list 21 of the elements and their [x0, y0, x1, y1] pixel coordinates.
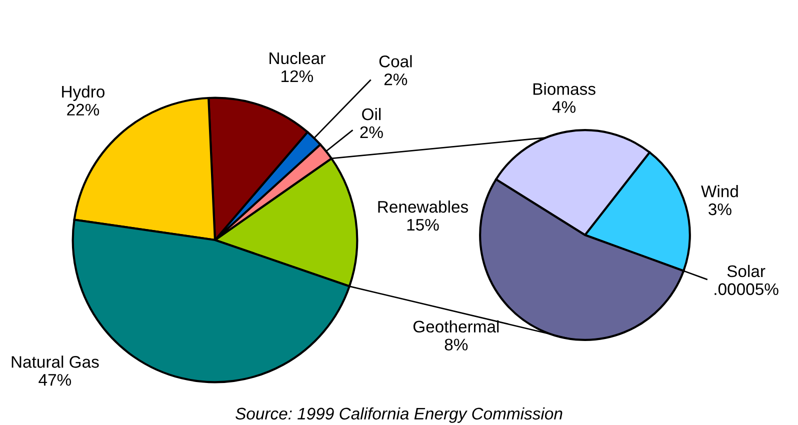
data-label: 22%	[67, 104, 100, 116]
slice-label: Coal	[379, 55, 412, 68]
slice-label: Natural Gas	[12, 356, 99, 368]
data-label: 2%	[360, 126, 383, 138]
slice-label: Biomass	[533, 82, 596, 95]
slice-label: Renewables	[378, 200, 468, 213]
data-label: 2%	[384, 73, 408, 86]
data-label: 47%	[38, 374, 72, 386]
data-label: 8%	[444, 338, 468, 350]
slice-label: Oil	[362, 108, 381, 120]
data-label: .00005%	[714, 283, 778, 296]
slice-label: Nuclear	[270, 52, 326, 64]
data-label: 3%	[708, 203, 732, 216]
data-label: 12%	[282, 70, 314, 82]
slice-label: Solar	[727, 264, 766, 278]
data-label: 4%	[552, 101, 576, 113]
data-label: 15%	[407, 218, 439, 231]
source-note: Source: 1999 California Energy Commission	[236, 407, 562, 423]
slice-label: Geothermal	[413, 320, 499, 333]
slice-label: Hydro	[62, 85, 104, 101]
slice-label: Wind	[701, 185, 738, 198]
